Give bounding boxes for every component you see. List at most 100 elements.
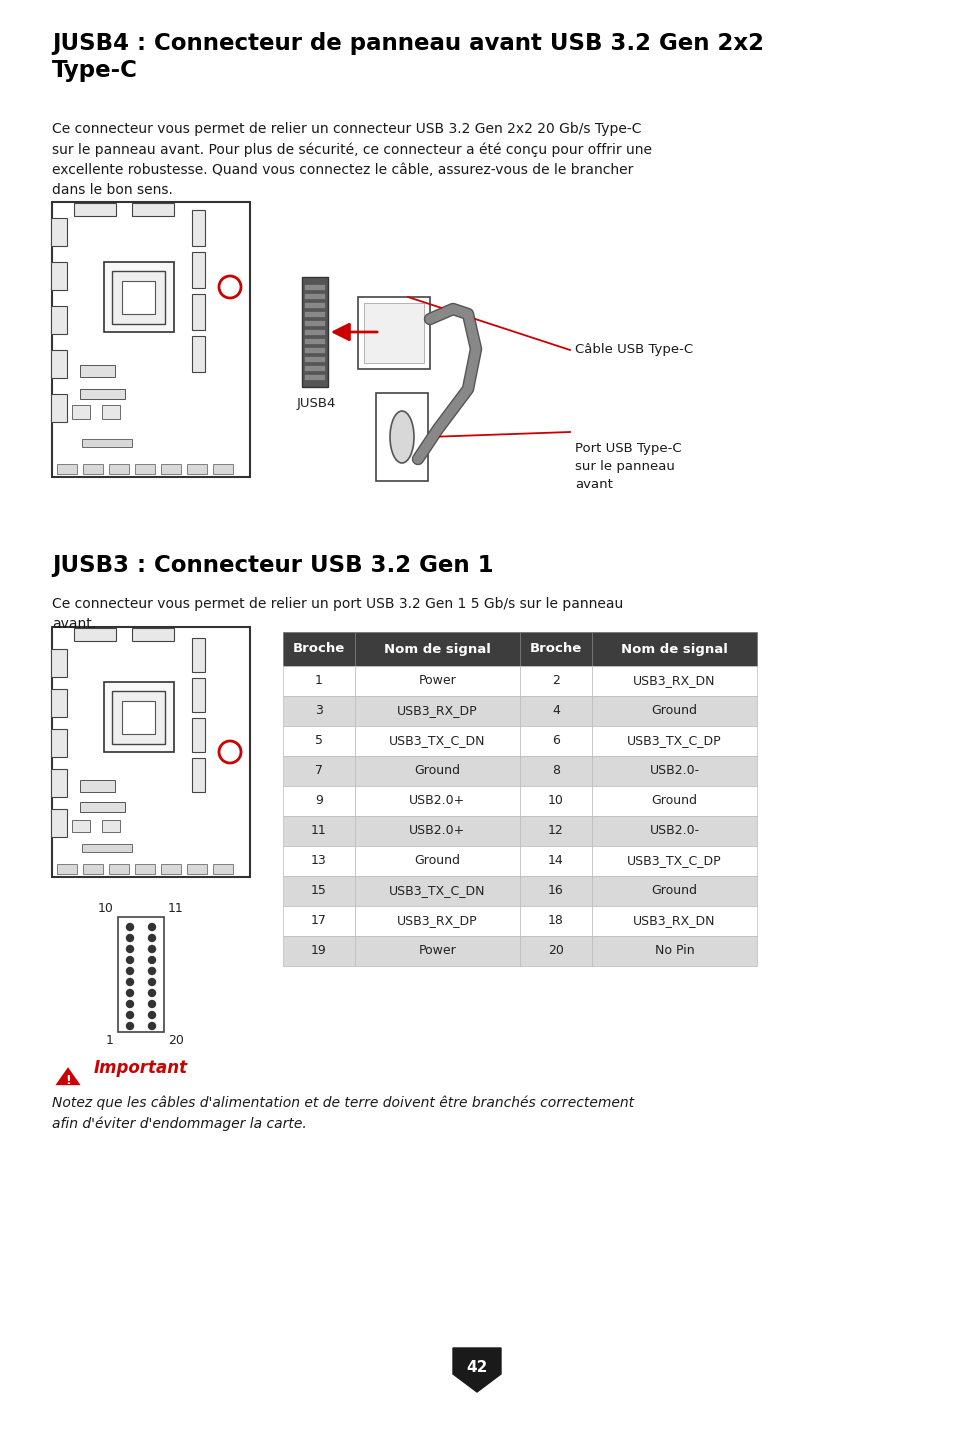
Circle shape bbox=[127, 1011, 133, 1018]
FancyBboxPatch shape bbox=[305, 285, 325, 291]
FancyBboxPatch shape bbox=[519, 632, 592, 666]
FancyBboxPatch shape bbox=[109, 863, 129, 874]
Text: USB3_TX_C_DN: USB3_TX_C_DN bbox=[389, 735, 485, 748]
FancyBboxPatch shape bbox=[57, 464, 77, 474]
Text: 8: 8 bbox=[552, 765, 559, 778]
Text: Ce connecteur vous permet de relier un connecteur USB 3.2 Gen 2x2 20 Gb/s Type-C: Ce connecteur vous permet de relier un c… bbox=[52, 122, 651, 198]
FancyBboxPatch shape bbox=[305, 312, 325, 316]
Text: Broche: Broche bbox=[529, 643, 581, 656]
FancyBboxPatch shape bbox=[51, 809, 67, 836]
FancyBboxPatch shape bbox=[519, 786, 592, 816]
FancyBboxPatch shape bbox=[187, 863, 207, 874]
Circle shape bbox=[127, 945, 133, 952]
Text: 11: 11 bbox=[311, 825, 327, 838]
FancyBboxPatch shape bbox=[109, 464, 129, 474]
FancyBboxPatch shape bbox=[592, 632, 757, 666]
FancyBboxPatch shape bbox=[51, 729, 67, 758]
Text: Ground: Ground bbox=[651, 885, 697, 898]
Circle shape bbox=[149, 935, 155, 941]
Text: USB2.0-: USB2.0- bbox=[649, 825, 699, 838]
FancyBboxPatch shape bbox=[305, 367, 325, 371]
FancyBboxPatch shape bbox=[355, 726, 519, 756]
Text: 2: 2 bbox=[552, 674, 559, 687]
FancyBboxPatch shape bbox=[135, 464, 154, 474]
FancyBboxPatch shape bbox=[192, 294, 205, 329]
Text: 18: 18 bbox=[547, 915, 563, 928]
Text: 14: 14 bbox=[548, 855, 563, 868]
FancyBboxPatch shape bbox=[102, 821, 120, 832]
Text: JUSB4: JUSB4 bbox=[296, 397, 336, 410]
Text: Power: Power bbox=[418, 674, 456, 687]
Circle shape bbox=[127, 978, 133, 985]
FancyBboxPatch shape bbox=[104, 682, 173, 752]
Text: Broche: Broche bbox=[293, 643, 345, 656]
Circle shape bbox=[149, 990, 155, 997]
FancyBboxPatch shape bbox=[305, 294, 325, 299]
FancyBboxPatch shape bbox=[305, 304, 325, 308]
Text: USB3_TX_C_DP: USB3_TX_C_DP bbox=[626, 735, 721, 748]
Text: 20: 20 bbox=[168, 1034, 184, 1047]
FancyBboxPatch shape bbox=[592, 666, 757, 696]
Text: 7: 7 bbox=[314, 765, 323, 778]
Circle shape bbox=[127, 957, 133, 964]
FancyBboxPatch shape bbox=[161, 464, 181, 474]
FancyBboxPatch shape bbox=[51, 394, 67, 422]
FancyBboxPatch shape bbox=[305, 329, 325, 335]
FancyBboxPatch shape bbox=[192, 639, 205, 672]
Text: 6: 6 bbox=[552, 735, 559, 748]
Text: 12: 12 bbox=[548, 825, 563, 838]
FancyBboxPatch shape bbox=[519, 726, 592, 756]
FancyBboxPatch shape bbox=[132, 629, 173, 642]
FancyBboxPatch shape bbox=[51, 218, 67, 246]
FancyBboxPatch shape bbox=[83, 464, 103, 474]
Text: Ground: Ground bbox=[414, 765, 460, 778]
FancyBboxPatch shape bbox=[283, 726, 355, 756]
FancyBboxPatch shape bbox=[51, 649, 67, 677]
FancyBboxPatch shape bbox=[161, 863, 181, 874]
FancyBboxPatch shape bbox=[83, 863, 103, 874]
Circle shape bbox=[149, 1022, 155, 1030]
Circle shape bbox=[149, 1001, 155, 1008]
FancyBboxPatch shape bbox=[102, 405, 120, 420]
Text: No Pin: No Pin bbox=[654, 945, 694, 958]
Text: Nom de signal: Nom de signal bbox=[620, 643, 727, 656]
FancyBboxPatch shape bbox=[82, 440, 132, 447]
FancyBboxPatch shape bbox=[364, 304, 423, 362]
FancyBboxPatch shape bbox=[283, 876, 355, 906]
FancyBboxPatch shape bbox=[592, 816, 757, 846]
FancyBboxPatch shape bbox=[71, 405, 90, 420]
Circle shape bbox=[149, 924, 155, 931]
FancyBboxPatch shape bbox=[305, 375, 325, 379]
Circle shape bbox=[127, 990, 133, 997]
FancyBboxPatch shape bbox=[283, 666, 355, 696]
Polygon shape bbox=[453, 1348, 500, 1392]
Text: Port USB Type-C
sur le panneau
avant: Port USB Type-C sur le panneau avant bbox=[575, 442, 680, 491]
Circle shape bbox=[149, 1011, 155, 1018]
Text: Ground: Ground bbox=[651, 795, 697, 808]
FancyBboxPatch shape bbox=[355, 756, 519, 786]
FancyBboxPatch shape bbox=[51, 349, 67, 378]
Text: 10: 10 bbox=[98, 902, 113, 915]
FancyBboxPatch shape bbox=[82, 843, 132, 852]
FancyBboxPatch shape bbox=[302, 276, 328, 387]
Text: 1: 1 bbox=[106, 1034, 113, 1047]
FancyBboxPatch shape bbox=[52, 202, 250, 477]
Text: USB3_RX_DN: USB3_RX_DN bbox=[633, 915, 715, 928]
FancyBboxPatch shape bbox=[192, 252, 205, 288]
FancyBboxPatch shape bbox=[305, 357, 325, 362]
Circle shape bbox=[127, 968, 133, 975]
FancyBboxPatch shape bbox=[592, 846, 757, 876]
FancyBboxPatch shape bbox=[592, 696, 757, 726]
FancyBboxPatch shape bbox=[355, 666, 519, 696]
FancyBboxPatch shape bbox=[519, 666, 592, 696]
Circle shape bbox=[127, 1001, 133, 1008]
FancyBboxPatch shape bbox=[80, 802, 125, 812]
Text: 17: 17 bbox=[311, 915, 327, 928]
FancyBboxPatch shape bbox=[51, 262, 67, 291]
FancyBboxPatch shape bbox=[305, 348, 325, 354]
FancyBboxPatch shape bbox=[80, 390, 125, 400]
Text: USB3_RX_DN: USB3_RX_DN bbox=[633, 674, 715, 687]
FancyBboxPatch shape bbox=[357, 296, 430, 369]
FancyBboxPatch shape bbox=[112, 692, 165, 745]
Text: 13: 13 bbox=[311, 855, 327, 868]
